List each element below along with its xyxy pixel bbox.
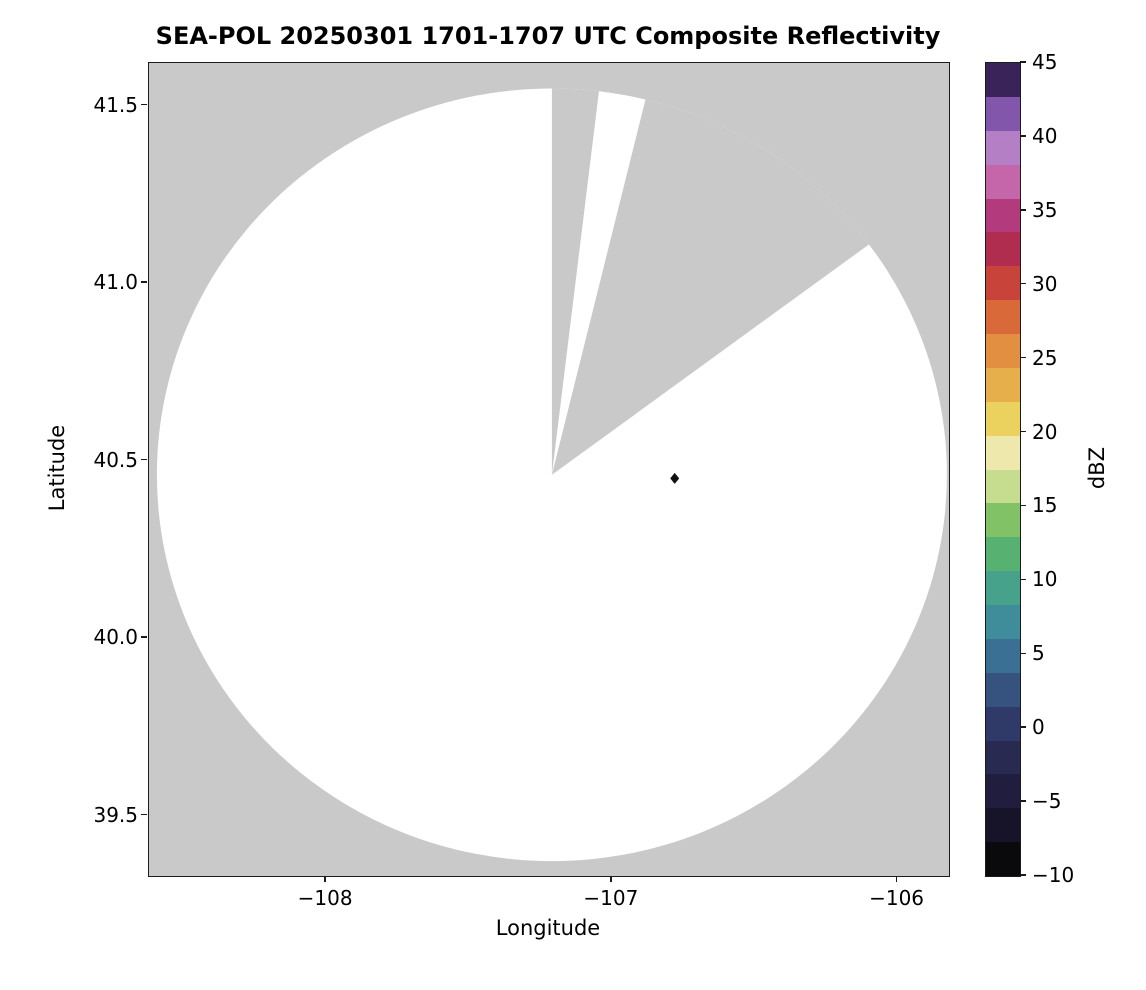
colorbar-tick-label: 40: [1032, 123, 1058, 148]
y-tick-label: 40.5: [93, 447, 138, 472]
missing-data-sector: [551, 88, 947, 475]
x-tick-mark: [610, 876, 612, 882]
y-tick-label: 41.5: [93, 92, 138, 117]
colorbar-band: [986, 96, 1020, 131]
colorbar-band: [986, 367, 1020, 402]
colorbar-band: [986, 605, 1020, 639]
radar-coverage-plot: [156, 88, 947, 862]
y-tick-mark: [141, 281, 147, 283]
colorbar-tick-label: 30: [1032, 271, 1058, 296]
site-marker: [670, 472, 680, 484]
colorbar-band: [986, 334, 1020, 368]
colorbar-band: [986, 401, 1020, 436]
colorbar-tick-label: 10: [1032, 567, 1058, 592]
colorbar-tick-mark: [1020, 726, 1026, 728]
colorbar-tick-mark: [1020, 135, 1026, 137]
colorbar-tick-mark: [1020, 800, 1026, 802]
colorbar-band: [986, 842, 1020, 876]
colorbar-band: [986, 63, 1020, 97]
colorbar-band: [986, 706, 1020, 741]
colorbar-tick-label: 20: [1032, 419, 1058, 444]
colorbar-tick-mark: [1020, 578, 1026, 581]
colorbar-tick-mark: [1020, 209, 1026, 211]
x-tick-mark: [895, 876, 898, 882]
x-axis-label: Longitude: [495, 916, 601, 940]
x-tick-label: −107: [583, 886, 639, 910]
colorbar-band: [986, 672, 1020, 707]
colorbar-band: [986, 503, 1020, 538]
colorbar-band: [986, 638, 1020, 673]
colorbar-band: [986, 300, 1020, 334]
colorbar-tick-label: −5: [1032, 789, 1062, 814]
colorbar-band: [986, 266, 1020, 301]
x-tick-mark: [324, 876, 326, 882]
colorbar-tick-mark: [1020, 356, 1026, 359]
missing-data-sector: [551, 88, 662, 475]
colorbar-tick-label: −10: [1032, 863, 1075, 887]
y-tick-mark: [141, 103, 147, 106]
colorbar-tick-mark: [1020, 430, 1026, 433]
colorbar-tick-label: 25: [1032, 345, 1058, 370]
colorbar-tick-label: 35: [1032, 197, 1058, 222]
colorbar-band: [986, 537, 1020, 572]
y-tick-mark: [141, 813, 147, 816]
x-tick-label: −106: [869, 886, 925, 910]
y-axis-label: Latitude: [45, 424, 69, 512]
colorbar-band: [986, 164, 1020, 199]
colorbar-band: [986, 740, 1020, 775]
x-tick-label: −108: [297, 886, 353, 910]
colorbar-band: [986, 774, 1020, 809]
y-tick-mark: [141, 636, 147, 638]
colorbar-band: [986, 232, 1020, 267]
colorbar-tick-mark: [1020, 282, 1026, 285]
colorbar-band: [986, 435, 1020, 470]
y-tick-label: 40.0: [93, 625, 138, 650]
colorbar-tick-label: 5: [1032, 641, 1045, 666]
colorbar-gradient: [986, 63, 1020, 876]
colorbar-tick-mark: [1020, 504, 1026, 507]
chart-title: SEA-POL 20250301 1701-1707 UTC Composite…: [155, 22, 941, 50]
colorbar-tick-mark: [1020, 874, 1026, 876]
colorbar-tick-label: 15: [1032, 493, 1058, 518]
colorbar-tick-label: 0: [1032, 715, 1045, 740]
colorbar-band: [986, 198, 1020, 233]
y-tick-mark: [141, 458, 147, 461]
colorbar-tick-label: 45: [1032, 50, 1058, 74]
colorbar-tick-mark: [1020, 61, 1026, 63]
colorbar-tick-mark: [1020, 652, 1026, 655]
colorbar-band: [986, 808, 1020, 843]
plot-area: [148, 62, 950, 877]
y-tick-label: 41.0: [93, 270, 138, 295]
colorbar-band: [986, 571, 1020, 605]
y-tick-label: 39.5: [93, 802, 138, 827]
colorbar: [985, 62, 1021, 877]
colorbar-label: dBZ: [1085, 446, 1109, 490]
colorbar-band: [986, 469, 1020, 504]
colorbar-band: [986, 130, 1020, 165]
